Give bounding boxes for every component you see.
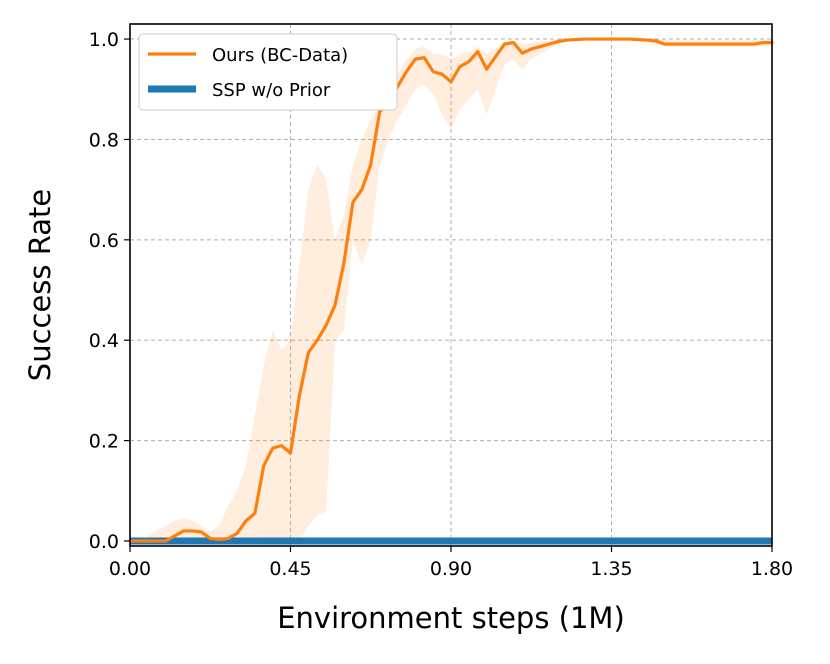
x-axis-ticks: 0.00 0.45 0.90 1.35 1.80 — [109, 546, 793, 580]
legend: Ours (BC-Data) SSP w/o Prior — [138, 33, 398, 111]
confidence-bands — [130, 39, 772, 541]
legend-label-ssp: SSP w/o Prior — [212, 80, 331, 101]
ours-confidence-band — [130, 39, 772, 541]
y-tick-label: 0.6 — [89, 230, 119, 252]
y-axis-ticks: 0.0 0.2 0.4 0.6 0.8 1.0 — [89, 29, 130, 553]
ours-line — [128, 37, 774, 543]
x-tick-label: 0.00 — [109, 558, 151, 580]
y-tick-label: 0.4 — [89, 330, 119, 352]
x-tick-label: 1.80 — [751, 558, 793, 580]
x-tick-label: 1.35 — [590, 558, 632, 580]
legend-box — [138, 33, 398, 111]
y-tick-label: 1.0 — [89, 29, 119, 51]
x-axis-label: Environment steps (1M) — [277, 601, 625, 635]
y-tick-label: 0.8 — [89, 129, 119, 151]
x-tick-label: 0.90 — [430, 558, 472, 580]
x-tick-label: 0.45 — [269, 558, 311, 580]
y-tick-label: 0.2 — [89, 431, 119, 453]
y-tick-label: 0.0 — [89, 531, 119, 553]
series-lines — [128, 37, 774, 545]
legend-label-ours: Ours (BC-Data) — [212, 45, 348, 66]
y-axis-label: Success Rate — [23, 189, 57, 381]
